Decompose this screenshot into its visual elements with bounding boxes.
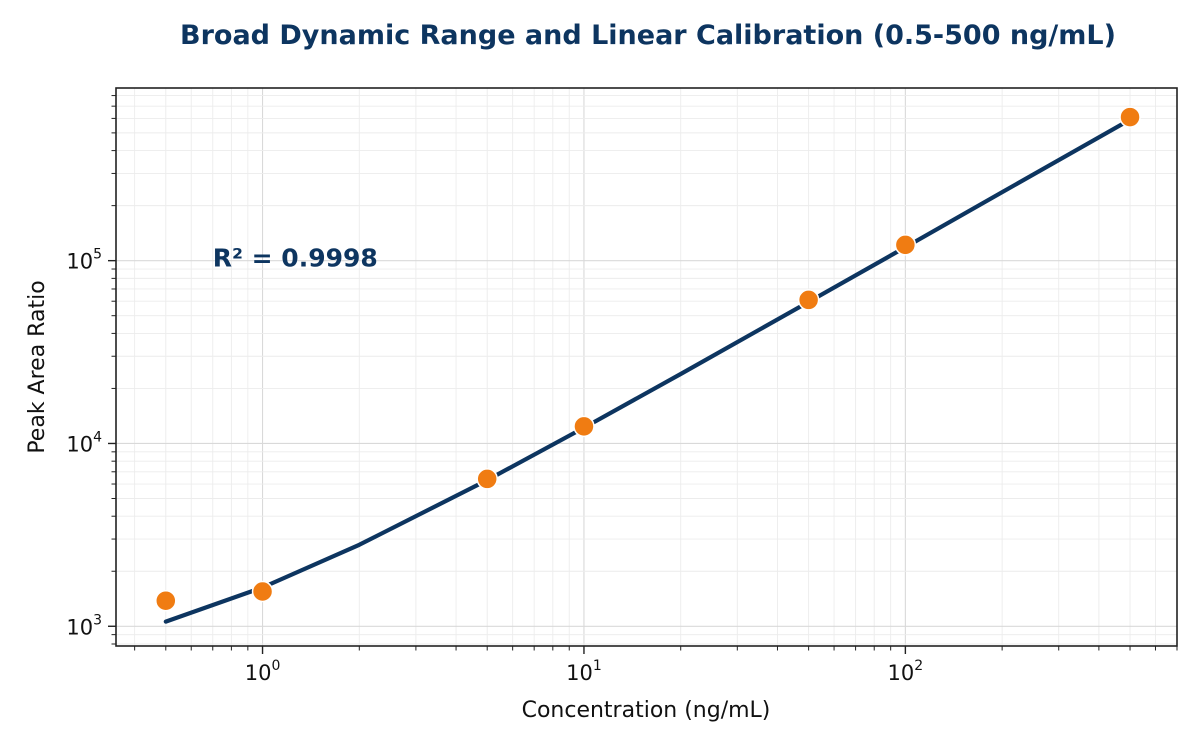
data-point	[155, 589, 177, 612]
fit-line	[163, 117, 1133, 624]
data-point	[573, 415, 595, 438]
y-tick-label: 103	[66, 612, 102, 639]
data-point	[894, 234, 917, 256]
y-tick-label: 105	[66, 247, 102, 274]
y-tick-label: 104	[66, 429, 102, 456]
x-tick-label: 100	[245, 658, 281, 685]
data-point	[797, 289, 820, 311]
x-axis-label: Concentration (ng/mL)	[522, 698, 771, 723]
tick-layer: 100 101 102 103 104 105	[66, 95, 1178, 685]
r-squared-annotation: R² = 0.9998	[213, 244, 378, 273]
x-tick-label: 101	[566, 658, 602, 685]
chart-title: Broad Dynamic Range and Linear Calibrati…	[180, 20, 1116, 51]
fit-line-layer	[163, 117, 1133, 624]
data-point	[1119, 106, 1141, 128]
data-point	[476, 468, 498, 490]
annotation-layer: R² = 0.9998	[213, 244, 378, 273]
x-tick-label: 102	[888, 658, 924, 685]
data-points-layer	[155, 106, 1141, 612]
data-point	[251, 580, 274, 603]
plot-frame	[115, 87, 1178, 647]
grid-layer	[116, 88, 1178, 646]
y-axis-label: Peak Area Ratio	[25, 280, 50, 453]
